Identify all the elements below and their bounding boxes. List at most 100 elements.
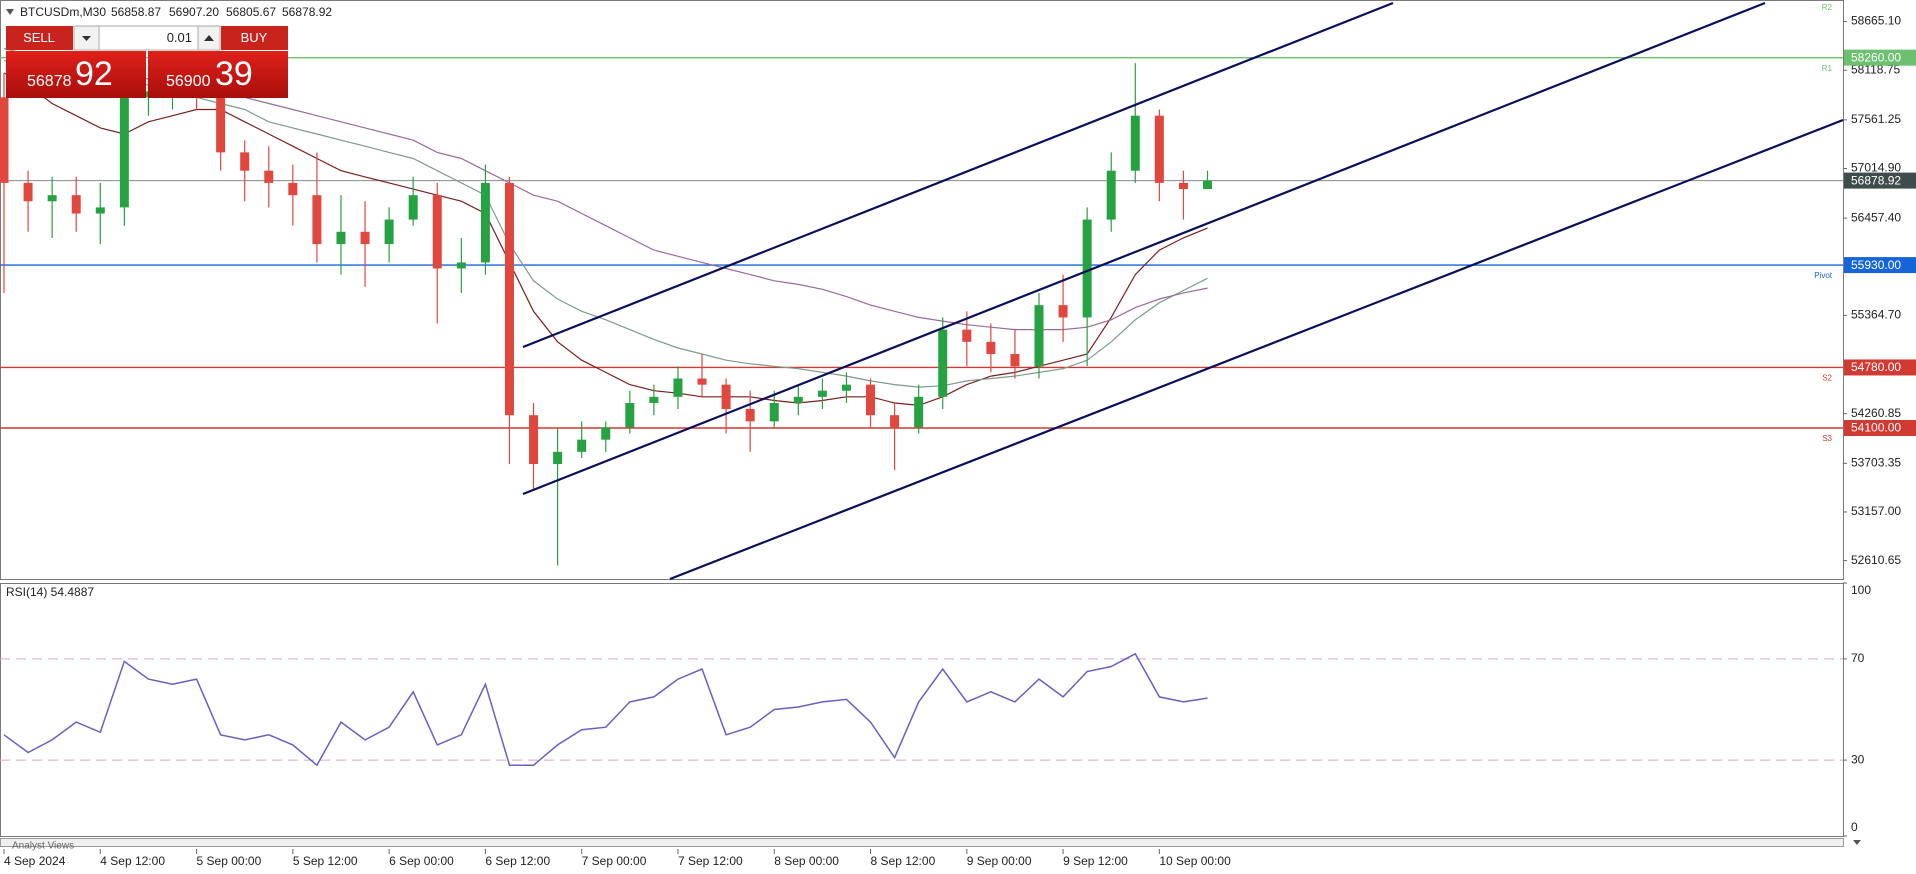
- x-tick-label: 4 Sep 2024: [4, 854, 66, 868]
- price-layer: 58665.10 58118.75 57561.25 57014.90 56457.40…: [0, 14, 1901, 567]
- moving-average: [3, 72, 1208, 407]
- candle-body: [336, 231, 346, 245]
- y-tick-label: 100: [1851, 583, 1871, 597]
- ask-box[interactable]: [148, 51, 288, 98]
- rsi-pane: [0, 583, 1844, 837]
- candle-body: [1178, 182, 1188, 190]
- volume: 0.01: [167, 30, 192, 45]
- candle-body: [384, 219, 394, 245]
- y-tick-label: 58665.10: [1851, 14, 1901, 28]
- x-tick-label: 6 Sep 12:00: [485, 854, 550, 868]
- candle-body: [119, 97, 129, 208]
- candle-body: [216, 97, 226, 153]
- level-box: [1844, 359, 1916, 376]
- candle-body: [1203, 180, 1212, 190]
- candle-body: [1010, 354, 1020, 367]
- top-layer: R1 58260.00 Pivot 55930.00 S2 54780.00 S3 54100…: [1814, 3, 1916, 443]
- ohlc-open: 56858.87: [111, 5, 161, 19]
- sell-label: SELL: [23, 30, 55, 45]
- channel-line: [522, 1, 1394, 349]
- menu-icon[interactable]: [6, 9, 14, 15]
- moving-average: [3, 47, 1208, 388]
- y-tick-label: 70: [1851, 651, 1865, 665]
- candle-body: [1082, 219, 1092, 318]
- candle-body: [697, 378, 707, 385]
- tab-arrow[interactable]: [1853, 840, 1861, 845]
- current-price-box: [1844, 172, 1916, 189]
- candle-body: [1106, 170, 1116, 220]
- level-name: S2: [1822, 374, 1832, 383]
- candle-body: [866, 384, 876, 416]
- level-label: 58260.00: [1851, 50, 1901, 64]
- ohlc-high: 56907.20: [169, 5, 219, 19]
- volume-input[interactable]: [98, 25, 199, 51]
- ohlc-close: 56878.92: [282, 5, 332, 19]
- candle-body: [264, 170, 274, 183]
- candle-body: [962, 329, 972, 342]
- candle-body: [408, 195, 418, 220]
- x-tick-label: 8 Sep 12:00: [871, 854, 936, 868]
- y-tick-label: 57014.90: [1851, 161, 1901, 175]
- rsi-title: RSI(14) 54.4887: [6, 585, 94, 599]
- y-tick-label: 54260.85: [1851, 406, 1901, 420]
- bid-box[interactable]: [6, 51, 146, 98]
- candle-body: [1034, 305, 1044, 367]
- down-arrow: [82, 36, 91, 41]
- buy-label: BUY: [241, 30, 268, 45]
- y-tick-label: 55364.70: [1851, 308, 1901, 322]
- y-tick-label: 58118.75: [1851, 62, 1900, 76]
- y-tick-label: 52610.65: [1851, 553, 1901, 567]
- level-label: 54780.00: [1851, 360, 1901, 374]
- level-label: 55930.00: [1851, 258, 1901, 272]
- channel-line: [669, 118, 1844, 581]
- level-name: Pivot: [1814, 271, 1833, 280]
- rsi-line: [3, 652, 1208, 767]
- ask-main: 56900: [166, 73, 211, 90]
- x-tick-label: 8 Sep 00:00: [774, 854, 839, 868]
- y-tick-label: 30: [1851, 752, 1865, 766]
- candle-body: [71, 195, 81, 214]
- buy-button[interactable]: [221, 26, 288, 50]
- candle-body: [504, 182, 514, 416]
- x-tick-label: 10 Sep 00:00: [1159, 854, 1231, 868]
- y-tick-label: 53703.35: [1851, 455, 1901, 469]
- candle-body: [1058, 305, 1068, 318]
- tab-bar: [0, 838, 1844, 847]
- level-name: R1: [1822, 64, 1833, 73]
- candle-body: [432, 195, 442, 269]
- symbol: BTCUSDm,M30: [20, 5, 106, 19]
- y-tick-label: 56457.40: [1851, 210, 1901, 224]
- candle-body: [793, 396, 803, 403]
- candle-body: [721, 384, 731, 410]
- tab-label[interactable]: Analyst Views: [12, 841, 74, 852]
- candle-body: [890, 415, 900, 428]
- trade-panel: SELL 0.01 BUY 56878 92 56900 39: [6, 25, 288, 98]
- candle-body: [914, 396, 924, 428]
- candle-body: [360, 231, 370, 245]
- level-box: [1844, 257, 1916, 274]
- level-name: S3: [1822, 434, 1832, 443]
- level-box: [1844, 49, 1916, 66]
- candle-body: [480, 182, 490, 263]
- sell-button[interactable]: [6, 26, 73, 50]
- candle-body: [553, 451, 563, 465]
- y-tick-label: 53157.00: [1851, 504, 1901, 518]
- candle-body: [23, 182, 33, 202]
- bid-main: 56878: [27, 73, 72, 90]
- candle-body: [938, 329, 948, 397]
- channel-line: [522, 1, 1766, 496]
- level-label: 54100.00: [1851, 421, 1901, 435]
- price-pane: [0, 0, 1844, 580]
- candle-body: [95, 207, 105, 214]
- bid-frac: 92: [75, 55, 113, 93]
- y-tick-label: 0: [1851, 820, 1858, 834]
- candle-body: [1130, 115, 1140, 171]
- level-box: [1844, 420, 1916, 437]
- candle-body: [312, 195, 322, 245]
- candle-body: [649, 396, 659, 403]
- candle-body: [673, 378, 683, 397]
- candle-body: [0, 97, 9, 183]
- candle-body: [601, 427, 611, 440]
